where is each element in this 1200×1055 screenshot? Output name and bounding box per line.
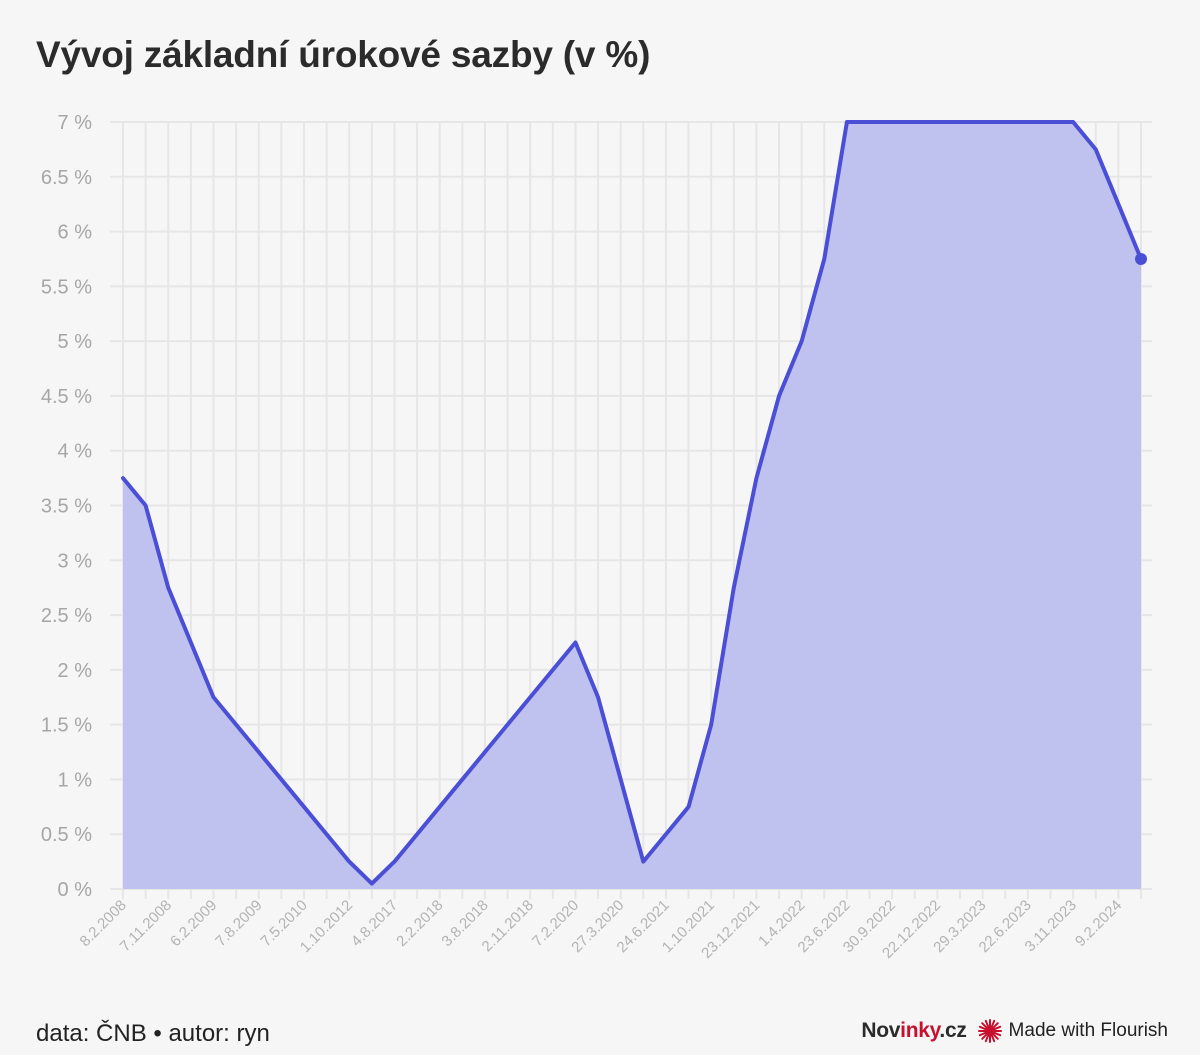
flourish-icon [977, 1019, 1002, 1043]
flourish-credit[interactable]: Made with Flourish [977, 1018, 1168, 1044]
x-tick-label: 9.2.2024 [1072, 897, 1125, 950]
y-tick-label: 1.5 % [41, 715, 92, 737]
y-tick-label: 4.5 % [41, 386, 92, 408]
y-tick-label: 3 % [58, 550, 93, 572]
x-tick-label: 6.2.2009 [167, 897, 220, 950]
y-tick-label: 5 % [58, 331, 93, 353]
flourish-label: Made with Flourish [1008, 1020, 1168, 1041]
y-tick-label: 7 % [58, 112, 93, 134]
area-fill [123, 122, 1141, 889]
footer-brand: Novinky.cz Made with Flourish [861, 1018, 1168, 1044]
area-chart: 0 % 0.5 % 1 % 1.5 % 2 % 2.5 % 3 % 3.5 % 4 % 4.5 %… [41, 112, 1152, 962]
x-tick-label: 7.8.2009 [212, 897, 265, 950]
series-line [121, 120, 1143, 886]
y-axis-ticks: 0 % 0.5 % 1 % 1.5 % 2 % 2.5 % 3 % 3.5 % 4 % 4.5 %… [41, 112, 92, 901]
y-tick-label: 6.5 % [41, 167, 92, 189]
x-tick-label: 2.2.2018 [393, 897, 446, 950]
y-tick-label: 3.5 % [41, 496, 92, 518]
y-tick-label: 4 % [58, 441, 93, 463]
y-tick-label: 5.5 % [41, 276, 92, 298]
y-tick-label: 0.5 % [41, 824, 92, 846]
y-tick-label: 2.5 % [41, 605, 92, 627]
x-axis-ticks: 8.2.20087.11.20086.2.20097.8.20097.5.201… [77, 897, 1126, 962]
novinky-logo[interactable]: Novinky.cz [861, 1019, 967, 1042]
last-point-marker[interactable] [1135, 252, 1147, 265]
y-tick-label: 0 % [58, 879, 93, 901]
source-credit: data: ČNB • autor: ryn [36, 1020, 270, 1047]
y-tick-label: 1 % [58, 769, 93, 791]
y-tick-label: 2 % [58, 660, 93, 682]
x-tick-label: 4.8.2017 [348, 897, 401, 950]
chart-title: Vývoj základní úrokové sazby (v %) [36, 34, 651, 75]
y-tick-label: 6 % [58, 222, 93, 244]
area-layer [121, 120, 1147, 889]
